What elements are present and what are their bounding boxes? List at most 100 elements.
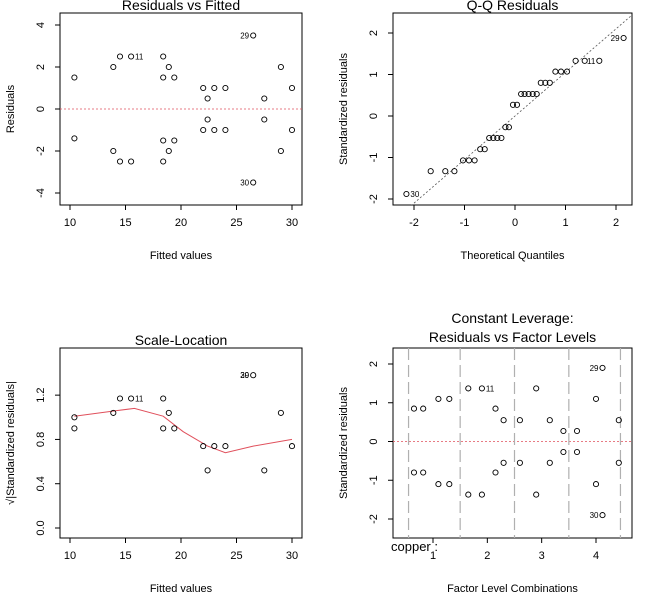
data-point (573, 448, 581, 456)
x-tick-label: 30 (286, 550, 298, 562)
y-tick-label: -4 (35, 188, 47, 198)
data-point (620, 34, 627, 42)
data-point (521, 90, 528, 98)
data-point (160, 137, 167, 144)
data-point (204, 116, 211, 123)
data-point (557, 68, 565, 75)
data-point (200, 443, 207, 450)
data-point (160, 425, 167, 432)
data-point (410, 469, 418, 476)
data-point (165, 409, 172, 416)
point-label: 11 (587, 57, 596, 66)
x-tick-label: 30 (286, 217, 298, 229)
data-point (599, 364, 606, 371)
data-point (204, 95, 211, 102)
data-point (471, 157, 478, 164)
point-label: 11 (135, 394, 144, 403)
data-point (486, 134, 493, 142)
data-point (410, 405, 418, 412)
data-point (200, 84, 207, 92)
y-tick-label: 1 (368, 400, 380, 406)
point-label: 29 (240, 371, 249, 380)
data-point (481, 146, 488, 153)
data-point (502, 124, 509, 131)
x-tick-label: 15 (119, 217, 131, 229)
y-axis-label: √|Standardized residuals| (5, 381, 17, 505)
data-point (546, 459, 553, 466)
y-tick-label: 2 (368, 30, 380, 36)
data-point (492, 405, 499, 412)
y-axis-label: Standardized residuals (338, 387, 350, 499)
data-point (500, 417, 507, 424)
data-point (477, 146, 484, 153)
data-point (420, 405, 427, 412)
scale-location-panel: Scale-Location 10 15 20 25 30 0.0 0.4 0.8 1.2 Fitt… (5, 332, 303, 595)
data-point (552, 68, 559, 75)
data-point (451, 168, 458, 175)
data-point (261, 116, 268, 123)
chart-title: Scale-Location (135, 332, 228, 348)
y-tick-label: 1.2 (35, 387, 47, 402)
data-point (505, 124, 512, 131)
y-axis-label: Standardized residuals (338, 53, 350, 165)
data-point (592, 395, 600, 402)
y-tick-label: 0 (368, 438, 380, 444)
data-point (615, 417, 622, 424)
point-label: 11 (135, 53, 144, 62)
data-point (403, 190, 410, 198)
x-tick-label: 20 (175, 217, 187, 229)
data-point (165, 63, 172, 71)
data-point (446, 481, 453, 488)
data-point (420, 469, 427, 476)
data-point (171, 74, 178, 81)
data-point (560, 448, 567, 456)
chart-title: Constant Leverage: (451, 310, 573, 326)
data-point (222, 84, 229, 92)
data-point (546, 417, 553, 424)
qq-reference-line (411, 15, 632, 205)
data-point (533, 491, 540, 498)
data-point (592, 481, 600, 488)
data-point (211, 443, 218, 450)
data-point (533, 90, 540, 98)
x-tick-label: 10 (64, 550, 76, 562)
data-point (596, 57, 603, 64)
data-point (563, 68, 571, 75)
x-axis-label: Factor Level Combinations (447, 583, 578, 595)
y-tick-label: -1 (368, 475, 380, 485)
data-point (171, 137, 178, 144)
data-point (459, 157, 467, 164)
data-point (516, 459, 523, 466)
plot-frame (392, 12, 633, 206)
data-point (277, 409, 284, 416)
data-point (546, 79, 553, 86)
x-tick-label: -2 (409, 217, 419, 229)
data-point (533, 385, 540, 392)
y-tick-label: 4 (35, 22, 47, 28)
data-point (110, 63, 117, 71)
data-point (222, 443, 229, 450)
y-tick-label: 0.8 (35, 432, 47, 447)
data-point (250, 32, 257, 39)
data-point (435, 481, 442, 488)
data-point (478, 491, 485, 498)
x-axis-label: Fitted values (150, 583, 213, 595)
y-tick-label: -2 (368, 194, 380, 204)
data-point (200, 126, 207, 134)
data-point (509, 101, 517, 108)
data-point (529, 90, 536, 98)
point-label: 29 (590, 364, 599, 373)
x-tick-label: 2 (613, 217, 619, 229)
data-point (222, 126, 229, 134)
data-point (160, 158, 167, 165)
data-point (110, 409, 117, 416)
plot-frame (59, 347, 303, 539)
data-point (116, 53, 124, 60)
x-tick-label: 1 (562, 217, 568, 229)
factor-name-label: copper : (391, 539, 438, 554)
data-point (494, 134, 501, 142)
data-point (250, 372, 257, 379)
data-point (116, 395, 124, 402)
data-point (573, 427, 581, 435)
